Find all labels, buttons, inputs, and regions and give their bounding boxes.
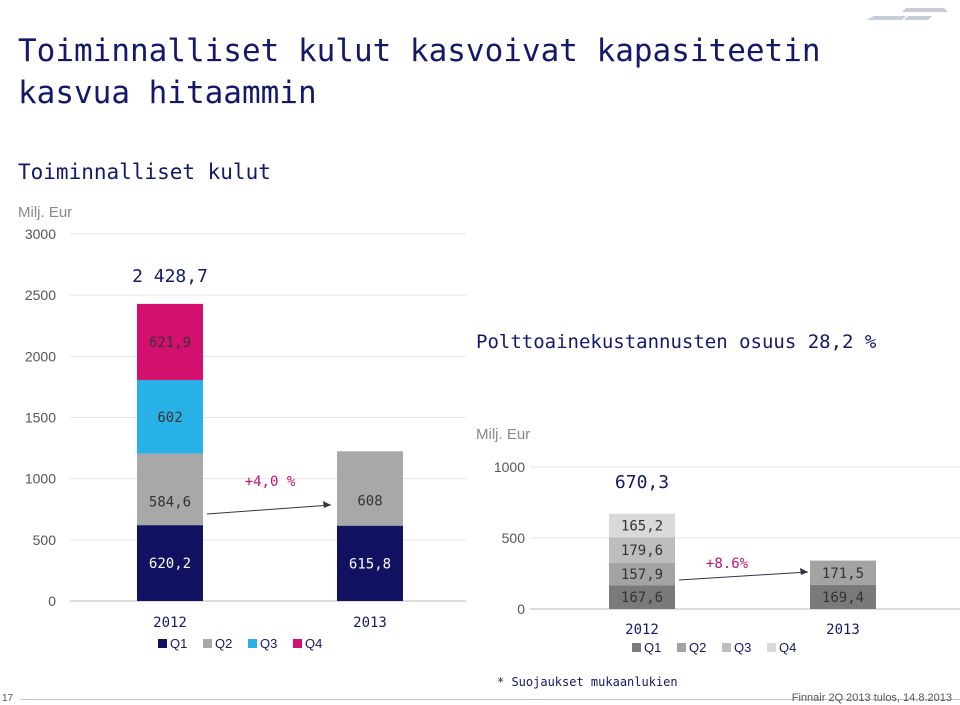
chart1-legend-swatch [722, 643, 731, 652]
chart0-ytick-label: 2500 [25, 287, 56, 303]
chart0-data-label: 602 [157, 410, 182, 426]
footer-text: Finnair 2Q 2013 tulos, 14.8.2013 [791, 692, 952, 704]
chart0-data-label: 615,8 [349, 556, 391, 572]
chart0-data-label: 620,2 [149, 556, 191, 572]
chart1-ytick-label: 500 [502, 530, 526, 546]
footer-divider [20, 699, 960, 700]
chart1-legend-entry: Q1 [644, 640, 661, 655]
chart1-growth-label: +8.6% [706, 556, 749, 572]
chart0-bar-2012-Q1 [137, 525, 203, 601]
chart0-legend-swatch [293, 639, 302, 648]
chart1-ytick-label: 1000 [494, 459, 525, 475]
chart0-category-label: 2013 [353, 615, 387, 631]
chart1-arrowhead-icon [800, 568, 808, 575]
chart0-ytick-label: 1500 [25, 410, 56, 426]
chart1-category-label: 2013 [826, 622, 860, 638]
chart0-bar-2012-Q4 [137, 303, 203, 380]
chart1-bar-2013-Q2 [810, 560, 876, 585]
chart0-legend-swatch [248, 639, 257, 648]
chart1-data-label: 157,9 [621, 567, 663, 583]
page-title: Toiminnalliset kulut kasvoivat kapasitee… [18, 33, 821, 111]
chart0-bar-2012-Q3 [137, 379, 203, 454]
chart1-data-label: 165,2 [621, 519, 663, 535]
chart0-legend-entry: Q2 [215, 636, 232, 651]
chart0-arrowhead-icon [323, 501, 331, 508]
chart0-legend-swatch [158, 639, 167, 648]
chart0-data-label: 621,9 [149, 335, 191, 351]
chart1-bar-2012-Q2 [609, 562, 675, 586]
chart1-category-label: 2012 [625, 622, 659, 638]
chart1-legend-entry: Q2 [689, 640, 706, 655]
right-unit-label: Milj. Eur [476, 426, 531, 443]
chart1-legend-entry: Q4 [779, 640, 796, 655]
chart0-data-label: 608 [357, 493, 382, 509]
chart0-ytick-label: 500 [33, 532, 57, 548]
chart0-growth-label: +4,0 % [245, 474, 296, 490]
chart0-category-label: 2012 [153, 615, 187, 631]
chart1-data-label: 167,6 [621, 590, 663, 606]
chart1-growth-arrow [678, 571, 809, 581]
chart0-bar-2013-Q1 [337, 525, 403, 601]
chart0-ytick-label: 0 [48, 593, 56, 609]
chart1-legend-swatch [677, 643, 686, 652]
page-number: 17 [2, 693, 14, 704]
chart0-legend-entry: Q1 [170, 636, 187, 651]
chart0-legend-entry: Q3 [260, 636, 277, 651]
chart0-bar-2013-Q2 [337, 451, 403, 526]
chart1-bar-2012-Q3 [609, 537, 675, 563]
chart1-data-label: 179,6 [621, 543, 663, 559]
chart0-legend-swatch [203, 639, 212, 648]
left-unit-label: Milj. Eur [18, 204, 73, 221]
chart1-ytick-label: 0 [517, 601, 525, 617]
chart0-ytick-label: 1000 [25, 471, 56, 487]
chart1-legend-swatch [767, 643, 776, 652]
chart0-ytick-label: 3000 [25, 226, 56, 242]
chart1-bar-2012-Q1 [609, 585, 675, 609]
chart0-legend-entry: Q4 [305, 636, 322, 651]
chart0-data-label: 584,6 [149, 494, 191, 510]
chart1-data-label: 169,4 [822, 590, 864, 606]
chart0-total-label: 2 428,7 [132, 266, 208, 287]
fuel-share-text: Polttoainekustannusten osuus 28,2 % [476, 331, 877, 353]
chart1-bar-2013-Q1 [810, 584, 876, 609]
chart0-ytick-label: 2000 [25, 348, 56, 364]
chart1-bar-2012-Q4 [609, 513, 675, 538]
chart1-legend-swatch [632, 643, 641, 652]
chart1-data-label: 171,5 [822, 566, 864, 582]
finnair-logo-icon [862, 4, 952, 33]
chart0-growth-arrow [206, 504, 332, 515]
chart1-total-label: 670,3 [615, 472, 669, 493]
footnote: * Suojaukset mukaanlukien [497, 675, 678, 689]
chart1-legend-entry: Q3 [734, 640, 751, 655]
chart-subtitle: Toiminnalliset kulut [18, 160, 271, 184]
chart0-bar-2012-Q2 [137, 453, 203, 526]
